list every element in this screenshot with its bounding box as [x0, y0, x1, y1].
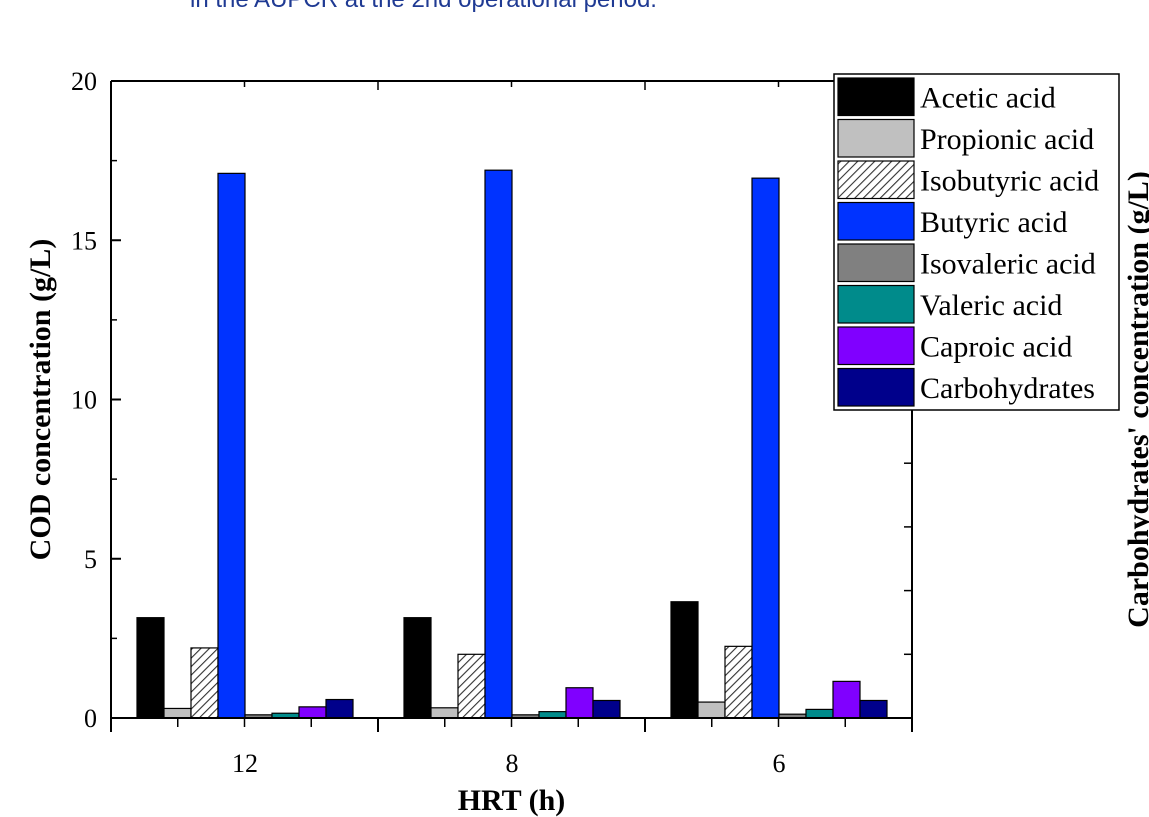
bar-isobutyric-acid-12 [190, 647, 219, 719]
bar-carbohydrates-6 [859, 699, 888, 719]
legend-swatch-carbohydrates [837, 367, 915, 407]
bar-isobutyric-acid-6 [724, 645, 753, 719]
bar-acetic-acid-8 [403, 617, 432, 719]
legend-label: Valeric acid [920, 289, 1062, 322]
bar-acetic-acid-12 [136, 617, 165, 719]
legend-label: Isovaleric acid [920, 248, 1096, 281]
bar-caproic-acid-8 [565, 687, 594, 719]
legend-label: Carbohydrates [920, 372, 1095, 405]
legend-label: Propionic acid [920, 123, 1094, 156]
legend-swatch-isovaleric-acid [837, 243, 915, 283]
x-tick-label: 6 [773, 749, 786, 778]
bar-caproic-acid-12 [298, 706, 327, 719]
y-axis-title: COD concentration (g/L) [24, 239, 57, 561]
legend-swatch-butyric-acid [837, 201, 915, 241]
bar-propionic-acid-12 [163, 707, 192, 719]
y-tick-label: 15 [71, 226, 97, 255]
y2-axis-title: Carbohydrates' concentration (g/L) [1122, 171, 1149, 628]
legend-label: Caproic acid [920, 331, 1072, 364]
bar-propionic-acid-8 [430, 707, 459, 719]
bar-carbohydrates-8 [592, 699, 621, 719]
figure-caption: in the AUPCR at the 2nd operational peri… [190, 0, 657, 14]
y-tick-label: 0 [84, 704, 97, 733]
legend-label: Butyric acid [920, 206, 1067, 239]
x-tick-label: 12 [232, 749, 258, 778]
bar-caproic-acid-6 [832, 680, 861, 719]
bar-butyric-acid-12 [217, 172, 246, 719]
legend-swatch-propionic-acid [837, 118, 915, 158]
bar-butyric-acid-8 [484, 169, 513, 719]
y-tick-label: 5 [84, 545, 97, 574]
y-tick-label: 20 [71, 67, 97, 96]
y-tick-label: 10 [71, 386, 97, 415]
bar-propionic-acid-6 [697, 701, 726, 719]
bar-carbohydrates-12 [325, 698, 354, 719]
legend-label: Acetic acid [920, 82, 1056, 115]
x-axis-title: HRT (h) [458, 784, 566, 817]
legend-label: Isobutyric acid [920, 165, 1099, 198]
bar-butyric-acid-6 [751, 177, 780, 719]
bar-isobutyric-acid-8 [457, 653, 486, 719]
legend-swatch-valeric-acid [837, 284, 915, 324]
legend-swatch-isobutyric-acid [837, 160, 915, 200]
bar-acetic-acid-6 [670, 601, 699, 719]
bar-valeric-acid-6 [805, 708, 834, 719]
x-tick-label: 8 [506, 749, 519, 778]
legend-swatch-acetic-acid [837, 77, 915, 117]
legend-swatch-caproic-acid [837, 326, 915, 366]
